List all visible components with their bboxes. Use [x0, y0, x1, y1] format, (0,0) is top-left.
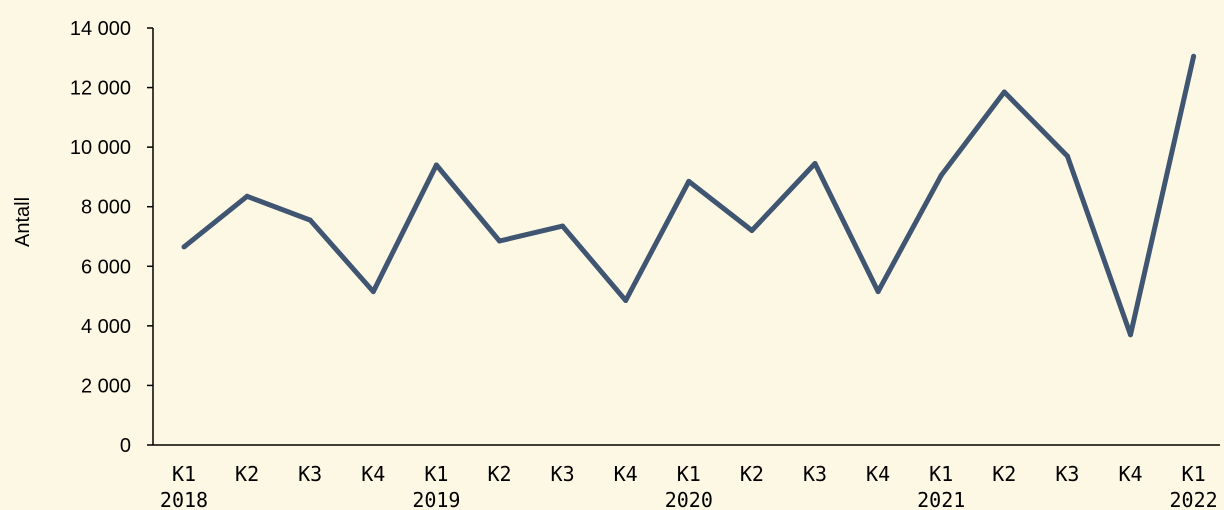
data-point: [812, 161, 818, 167]
x-tick-label: K4: [1118, 462, 1142, 486]
x-tick-label: K2: [992, 462, 1016, 486]
y-axis: 0 2 000 4 000 6 000 8 000 10 000 12 000 14 000: [70, 18, 154, 457]
x-tick-label: K3: [551, 462, 575, 486]
y-tick-label: 0: [120, 435, 131, 457]
data-point: [307, 217, 313, 223]
data-point: [1064, 153, 1070, 159]
x-year-label: 2021: [917, 488, 965, 510]
data-point: [686, 178, 692, 184]
x-year-label: 2018: [160, 488, 208, 510]
y-tick-label: 10 000: [70, 137, 131, 159]
data-point: [875, 289, 881, 295]
data-point: [244, 193, 250, 199]
x-tick-label: K4: [866, 462, 890, 486]
data-point: [181, 244, 187, 250]
x-year-label: 2022: [1170, 488, 1218, 510]
y-tick-label: 14 000: [70, 18, 131, 40]
data-point: [497, 238, 502, 244]
x-tick-label: K3: [298, 462, 322, 486]
x-tick-label: K3: [803, 462, 827, 486]
x-tick-label: K4: [614, 462, 638, 486]
data-point: [433, 162, 439, 168]
x-tick-label: K1: [1182, 462, 1206, 486]
x-tick-label: K1: [424, 462, 448, 486]
y-axis-label: Antall: [12, 197, 34, 247]
y-tick-label: 4 000: [81, 316, 131, 338]
data-point: [623, 298, 629, 304]
series-group: [181, 53, 1197, 338]
y-tick-label: 6 000: [81, 256, 131, 278]
data-point: [938, 172, 944, 178]
data-point: [560, 223, 566, 229]
y-tick-label: 8 000: [81, 197, 131, 219]
data-point: [1191, 53, 1197, 59]
x-tick-label: K1: [929, 462, 953, 486]
data-point: [370, 289, 376, 295]
y-tick-label: 2 000: [81, 375, 131, 397]
x-tick-label: K2: [487, 462, 511, 486]
x-year-label: 2020: [665, 488, 713, 510]
x-year-label: 2019: [412, 488, 460, 510]
x-tick-label: K3: [1055, 462, 1079, 486]
x-tick-label: K2: [740, 462, 764, 486]
data-point: [749, 228, 755, 234]
y-tick-label: 12 000: [70, 78, 131, 100]
data-point: [1001, 89, 1007, 95]
x-tick-label: K1: [172, 462, 196, 486]
x-tick-label: K1: [677, 462, 701, 486]
x-tick-label: K4: [361, 462, 385, 486]
data-point: [1128, 332, 1133, 338]
x-tick-label: K2: [235, 462, 259, 486]
